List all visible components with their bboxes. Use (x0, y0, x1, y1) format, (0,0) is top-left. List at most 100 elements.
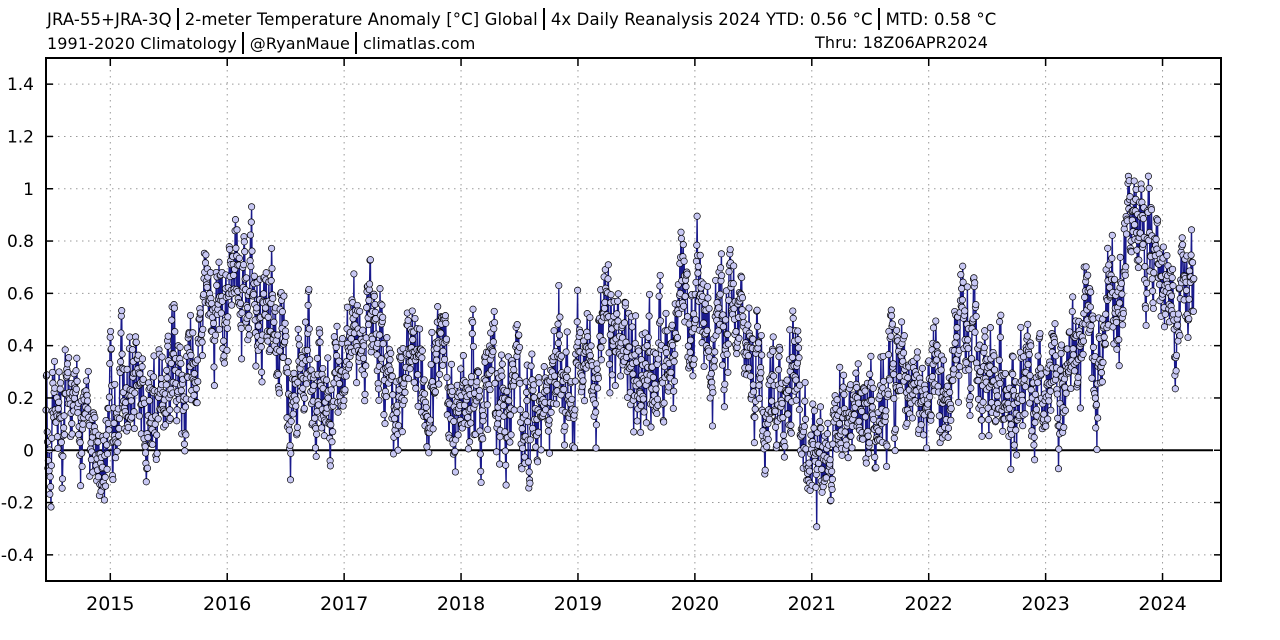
anomaly-point (1112, 318, 1121, 326)
anomaly-point (299, 384, 307, 392)
anomaly-point (180, 440, 188, 448)
anomaly-point (850, 411, 858, 419)
chart-header: JRA-55+JRA-3Q 2-meter Temperature Anomaly… (0, 0, 1280, 58)
anomaly-point (1008, 430, 1016, 439)
anomaly-point (135, 412, 143, 420)
anomaly-point (1111, 275, 1119, 284)
anomaly-point (1105, 261, 1113, 269)
anomaly-point (477, 478, 485, 487)
anomaly-point (132, 338, 140, 346)
anomaly-point (203, 283, 211, 291)
anomaly-point (996, 379, 1004, 387)
anomaly-point (1023, 332, 1031, 340)
anomaly-point (999, 427, 1007, 435)
anomaly-point (75, 431, 83, 439)
anomaly-point (732, 328, 740, 336)
anomaly-point (230, 271, 238, 279)
anomaly-point (411, 314, 419, 323)
anomaly-point (687, 336, 695, 344)
anomaly-point (992, 417, 1000, 425)
anomaly-point (943, 382, 951, 390)
anomaly-point (555, 281, 563, 290)
anomaly-point (516, 406, 524, 414)
anomaly-point (928, 373, 936, 381)
anomaly-point (235, 254, 243, 262)
anomaly-point (846, 381, 855, 389)
anomaly-point (1118, 290, 1126, 298)
anomaly-point (1084, 271, 1092, 279)
anomaly-point (220, 359, 228, 367)
anomaly-point (1190, 275, 1198, 283)
anomaly-point (353, 379, 361, 387)
dataset-name: JRA-55+JRA-3Q (47, 10, 172, 29)
anomaly-point (1024, 360, 1032, 369)
anomaly-point (55, 368, 63, 376)
anomaly-point (562, 348, 570, 356)
anomaly-point (723, 350, 731, 358)
anomaly-point (882, 407, 890, 415)
anomaly-point (58, 475, 67, 483)
anomaly-point (253, 304, 261, 312)
anomaly-point (571, 406, 579, 414)
anomaly-point (789, 314, 797, 322)
anomaly-point (716, 290, 724, 298)
anomaly-point (794, 336, 802, 344)
anomaly-point (917, 421, 925, 429)
anomaly-point (919, 431, 928, 439)
anomaly-point (787, 429, 795, 437)
anomaly-point (1026, 371, 1034, 380)
y-tick-label: -0.4 (1, 546, 34, 566)
anomaly-point (720, 403, 728, 411)
anomaly-point (503, 387, 511, 396)
anomaly-point (946, 388, 954, 396)
anomaly-point (361, 397, 369, 405)
anomaly-point (112, 454, 120, 462)
anomaly-point (421, 390, 429, 398)
anomaly-point (855, 417, 863, 425)
anomaly-point (537, 446, 545, 454)
anomaly-point (608, 371, 616, 379)
anomaly-point (73, 377, 81, 385)
anomaly-point (84, 405, 92, 413)
anomaly-point (193, 399, 201, 407)
anomaly-point (295, 341, 303, 349)
anomaly-point (785, 386, 793, 394)
anomaly-point (518, 425, 526, 433)
anomaly-point (316, 338, 324, 346)
anomaly-point (671, 350, 679, 359)
anomaly-point (604, 275, 612, 283)
anomaly-point (260, 290, 268, 298)
anomaly-point (677, 228, 685, 236)
anomaly-point (570, 444, 579, 452)
anomaly-point (250, 272, 258, 280)
anomaly-point (1092, 424, 1100, 432)
anomaly-point (617, 372, 625, 380)
anomaly-point (967, 384, 975, 392)
anomaly-point (1099, 358, 1107, 367)
anomaly-point (189, 329, 197, 337)
anomaly-point (730, 262, 738, 270)
anomaly-point (592, 408, 600, 416)
anomaly-point (157, 374, 165, 382)
anomaly-point (476, 450, 484, 458)
anomaly-point (552, 400, 561, 408)
anomaly-point (828, 485, 836, 493)
anomaly-point (466, 438, 474, 446)
anomaly-point (532, 443, 540, 451)
anomaly-point (1061, 406, 1069, 415)
anomaly-point (875, 427, 883, 435)
anomaly-point (60, 424, 68, 432)
anomaly-point (729, 280, 737, 288)
anomaly-point (294, 334, 303, 343)
anomaly-point (1069, 293, 1077, 301)
anomaly-point (238, 355, 246, 363)
anomaly-point (1144, 172, 1152, 180)
anomaly-point (245, 324, 253, 332)
anomaly-point (1121, 271, 1129, 279)
anomaly-point (78, 462, 86, 471)
anomaly-point (1007, 465, 1015, 473)
anomaly-point (233, 226, 241, 234)
anomaly-point (381, 420, 389, 428)
author-handle: @RyanMaue (249, 34, 350, 53)
